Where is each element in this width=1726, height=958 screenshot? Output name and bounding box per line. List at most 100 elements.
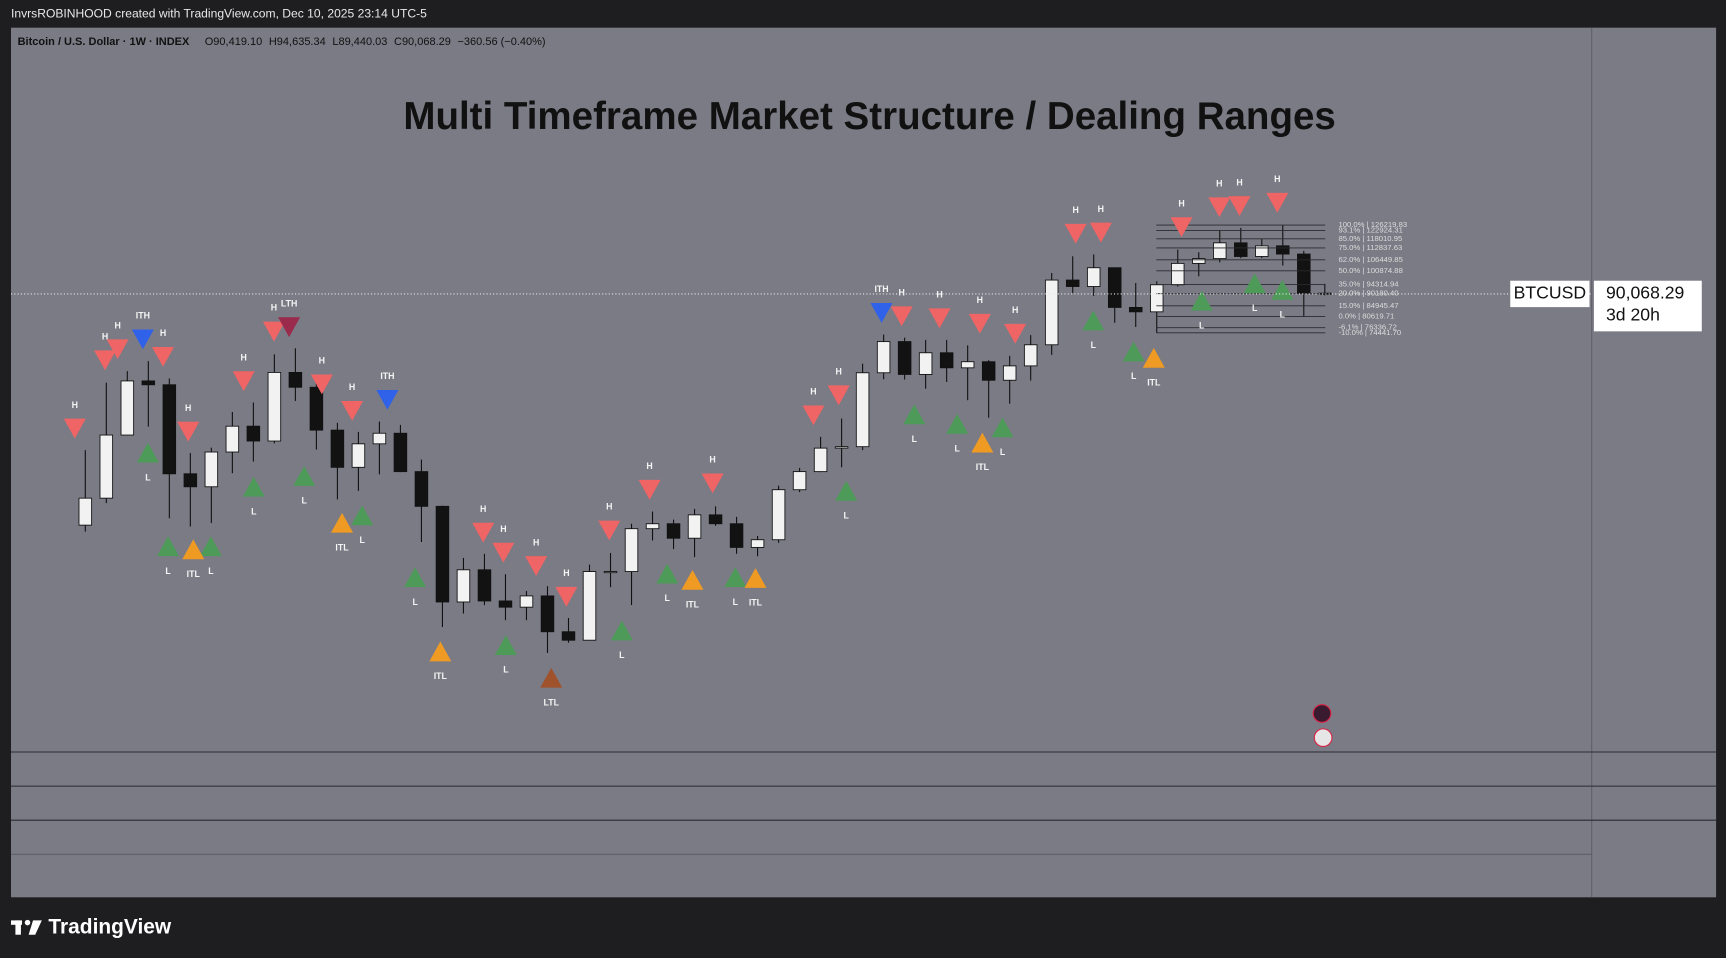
- structure-marker: [1170, 217, 1193, 238]
- marker-label: ITL: [434, 671, 448, 681]
- structure-marker: [106, 339, 129, 360]
- legend-item: −360.56 (−0.40%): [458, 36, 546, 48]
- structure-marker: [890, 306, 913, 327]
- candle-body: [834, 446, 849, 449]
- marker-label: H: [1098, 204, 1104, 214]
- structure-marker: [152, 346, 175, 367]
- structure-marker: [1142, 347, 1165, 368]
- fib-label: -6.1% | 76336.72: [1338, 323, 1396, 332]
- candle-body: [708, 514, 723, 525]
- legend-item: L89,440.03: [332, 36, 387, 48]
- candle-body: [813, 447, 828, 473]
- candle-body: [225, 425, 240, 453]
- ohlc-legend: O90,419.10 H94,635.34 L89,440.03 C90,068.29…: [205, 36, 546, 48]
- structure-marker: [331, 512, 354, 533]
- marker-label: H: [936, 289, 942, 299]
- fib-label: 20.0% | 90180.40: [1338, 289, 1398, 298]
- candle-body: [1044, 279, 1059, 346]
- candle-body: [582, 571, 597, 641]
- structure-marker: [1082, 310, 1105, 331]
- structure-marker: [1190, 290, 1213, 311]
- structure-marker: [656, 563, 679, 584]
- marker-label: LTL: [544, 697, 560, 707]
- marker-label: H: [185, 403, 191, 413]
- legend-item: C90,068.29: [394, 36, 451, 48]
- candle-body: [1149, 284, 1164, 313]
- candle-body: [561, 631, 576, 641]
- structure-marker: [870, 303, 893, 323]
- structure-marker: [404, 567, 427, 588]
- candle-body: [687, 514, 702, 539]
- marker-label: ITL: [749, 598, 763, 608]
- candle-body: [918, 352, 933, 375]
- candle-body: [78, 497, 93, 526]
- ticker-box: [1510, 280, 1590, 308]
- marker-label: ITH: [874, 284, 888, 294]
- candle-body: [729, 523, 744, 548]
- marker-label: H: [160, 328, 166, 338]
- candle-body: [414, 471, 429, 507]
- marker-label: L: [208, 566, 214, 576]
- structure-marker: [701, 473, 724, 494]
- candle-body: [1276, 245, 1290, 255]
- structure-marker: [199, 536, 222, 557]
- candle-body: [1002, 365, 1017, 381]
- structure-marker: [1228, 196, 1251, 216]
- marker-label: H: [271, 303, 277, 313]
- candle-body: [1192, 258, 1206, 264]
- credit: InvrsROBINHOOD created with TradingView.…: [11, 7, 427, 21]
- structure-marker: [968, 313, 991, 334]
- candle-body: [666, 523, 681, 539]
- structure-marker: [638, 479, 661, 500]
- marker-label: L: [1280, 309, 1286, 319]
- structure-marker: [540, 667, 563, 688]
- structure-marker: [1122, 341, 1145, 362]
- structure-marker: [598, 520, 621, 541]
- structure-marker: [991, 417, 1014, 438]
- structure-marker: [429, 641, 452, 662]
- structure-marker: [232, 371, 255, 392]
- structure-marker: [278, 317, 301, 338]
- candle-body: [1086, 267, 1101, 287]
- marker-label: ITH: [380, 371, 394, 381]
- candle-body: [981, 361, 996, 381]
- structure-marker: [131, 329, 154, 350]
- structure-marker: [1064, 223, 1087, 244]
- marker-label: L: [145, 472, 151, 482]
- marker-label: H: [241, 352, 247, 362]
- marker-label: H: [533, 537, 539, 547]
- candle-body: [246, 425, 261, 442]
- candle-body: [498, 600, 513, 608]
- marker-label: H: [1072, 205, 1078, 215]
- fib-label: -10.0% | 74441.70: [1338, 328, 1401, 337]
- candle-body: [351, 443, 366, 468]
- marker-label: H: [1012, 305, 1018, 315]
- candle-body: [1128, 306, 1143, 313]
- marker-label: L: [733, 597, 739, 607]
- candle-body: [603, 571, 618, 574]
- fib-label: 15.0% | 84945.47: [1338, 301, 1398, 310]
- fib-label: 50.0% | 100874.88: [1338, 266, 1402, 275]
- logo: [24, 919, 31, 926]
- fib-label: 62.0% | 106449.85: [1338, 255, 1402, 264]
- candle-body: [1171, 262, 1185, 286]
- structure-marker: [610, 620, 633, 641]
- candle-body: [435, 505, 450, 603]
- marker-label: L: [251, 506, 257, 516]
- structure-marker: [310, 374, 333, 395]
- marker-label: H: [500, 524, 506, 534]
- fib-label: 35.0% | 94314.94: [1338, 280, 1399, 289]
- marker-label: L: [1000, 447, 1006, 457]
- symbol: Bitcoin / U.S. Dollar · 1W · INDEX: [18, 36, 190, 48]
- marker-label: ITL: [187, 569, 201, 579]
- structure-marker: [494, 635, 517, 655]
- structure-marker: [63, 418, 86, 439]
- brand-name: TradingView: [48, 916, 172, 939]
- countdown: 3d 20h: [1606, 305, 1660, 325]
- marker-label: H: [72, 400, 78, 410]
- structure-marker: [1243, 273, 1266, 294]
- structure-marker: [928, 308, 951, 329]
- structure-marker: [744, 568, 767, 588]
- candle-body: [624, 528, 639, 572]
- candle-body: [939, 352, 954, 369]
